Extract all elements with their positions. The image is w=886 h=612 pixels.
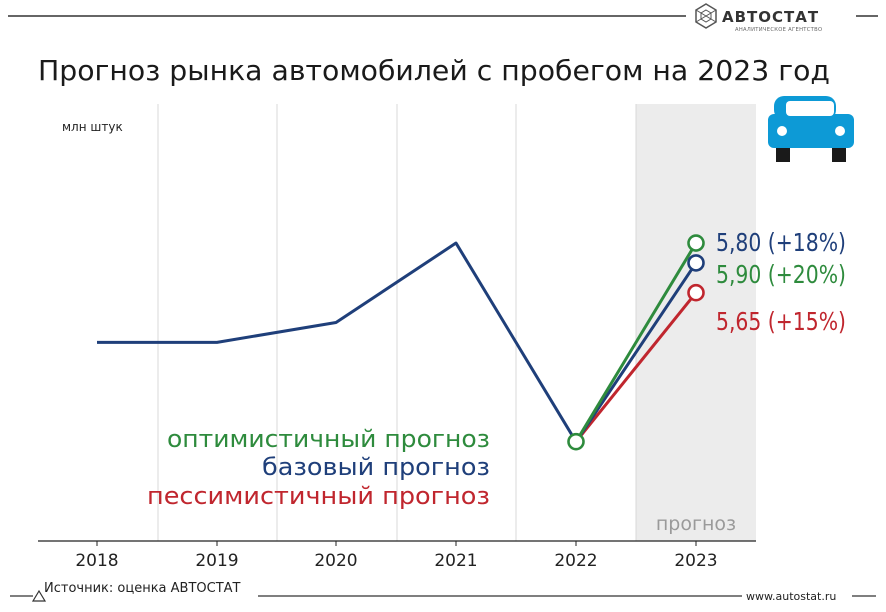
x-tick-label: 2021 — [434, 551, 477, 571]
y-axis-label: млн штук — [62, 120, 123, 134]
logo-icon — [695, 3, 717, 29]
series-line — [97, 241, 698, 444]
data-point — [687, 234, 705, 252]
series-layer — [97, 234, 705, 451]
car-icon — [768, 96, 854, 162]
legend: оптимистичный прогноз базовый прогноз пе… — [147, 425, 490, 510]
legend-item-pessimistic: пессимистичный прогноз — [147, 482, 490, 510]
legend-item-optimistic: оптимистичный прогноз — [167, 425, 490, 453]
x-tick-label: 2018 — [75, 551, 118, 571]
brand-logo: АВТОСТАТ АНАЛИТИЧЕСКОЕ АГЕНТСТВО — [695, 3, 822, 33]
data-labels: 5,80 (+18%) 5,90 (+20%) 5,65 (+15%) — [716, 228, 846, 336]
x-tick-label: 2022 — [554, 551, 597, 571]
brand-name: АВТОСТАТ — [722, 8, 819, 26]
x-ticks: 2018 2019 2020 2021 2022 2023 — [75, 541, 718, 571]
forecast-data-label: 5,65 (+15%) — [716, 307, 846, 336]
series-line — [574, 291, 698, 443]
forecast-data-label: 5,80 (+18%) — [716, 228, 846, 257]
x-tick-label: 2023 — [674, 551, 717, 571]
data-point — [687, 283, 705, 302]
source-text: Источник: оценка АВТОСТАТ — [44, 581, 241, 596]
footer: Источник: оценка АВТОСТАТ www.autostat.r… — [10, 581, 876, 603]
chart-title: Прогноз рынка автомобилей с пробегом на … — [38, 54, 830, 87]
x-tick-label: 2020 — [314, 551, 357, 571]
forecast-label: прогноз — [656, 513, 736, 535]
data-point — [687, 254, 705, 272]
site-link[interactable]: www.autostat.ru — [746, 590, 836, 603]
source-icon — [31, 589, 47, 602]
data-point — [567, 432, 585, 451]
brand-tagline: АНАЛИТИЧЕСКОЕ АГЕНТСТВО — [735, 27, 822, 33]
forecast-data-label: 5,90 (+20%) — [716, 260, 846, 289]
series-line — [574, 242, 698, 443]
grid-lines — [157, 104, 637, 541]
legend-item-base: базовый прогноз — [262, 453, 490, 481]
x-tick-label: 2019 — [195, 551, 238, 571]
